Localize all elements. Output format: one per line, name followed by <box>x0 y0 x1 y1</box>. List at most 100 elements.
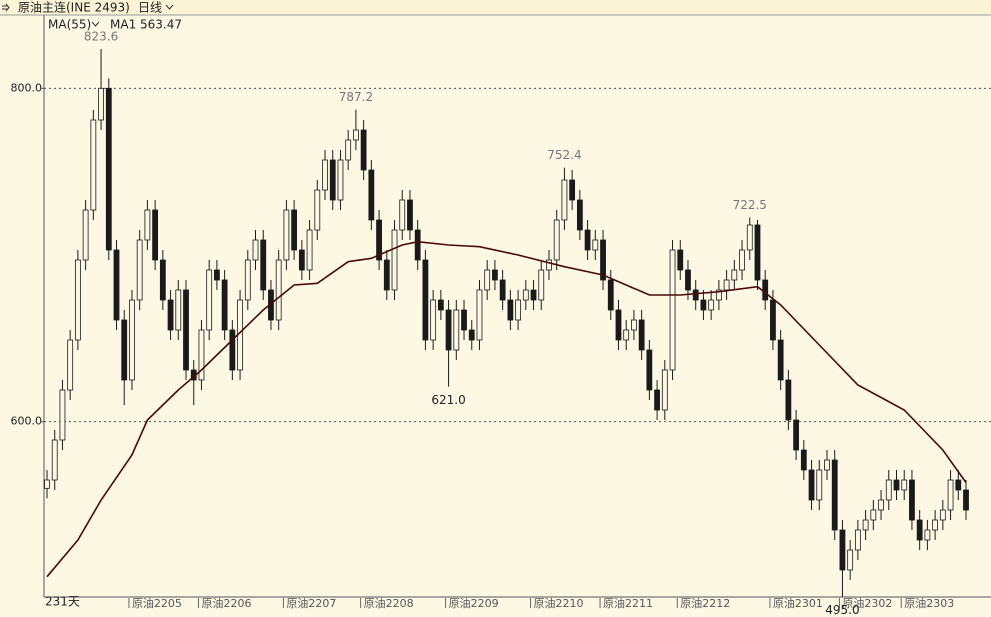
candle-body <box>592 239 599 251</box>
candle-body <box>484 269 491 291</box>
annotation: 752.4 <box>547 148 581 162</box>
candle-body <box>576 199 583 231</box>
candle-body <box>291 209 298 251</box>
candle-body <box>839 529 846 571</box>
candle-body <box>407 199 413 231</box>
candle-body <box>492 269 498 281</box>
annotation: 823.6 <box>84 30 118 44</box>
candle-body <box>615 309 622 341</box>
candle-body <box>221 279 228 331</box>
candle-body <box>283 209 290 261</box>
annotation: 495.0 <box>825 603 859 617</box>
candle-body <box>638 319 645 351</box>
y-tick-label: 800.0 <box>11 81 43 94</box>
candle-body <box>391 229 398 291</box>
candle-body <box>878 499 884 511</box>
candle-body <box>739 249 745 271</box>
candle-body <box>515 299 521 321</box>
candle-body <box>847 549 854 571</box>
candle-body <box>932 519 939 531</box>
candle-body <box>862 519 869 531</box>
candle-body <box>422 259 429 341</box>
candle-body <box>430 299 437 341</box>
candle-body <box>777 339 784 381</box>
indicator[interactable]: MA(55) <box>48 18 91 32</box>
candle-body <box>275 259 282 321</box>
candle-body <box>607 279 614 311</box>
candle-body <box>677 249 684 271</box>
x-tick-label: 原油2205 <box>132 596 182 610</box>
candle-body <box>376 219 382 261</box>
candle-body <box>746 224 753 251</box>
period-dropdown[interactable] <box>165 4 174 10</box>
x-tick-label: 原油2302 <box>842 596 892 610</box>
candle-body <box>963 489 969 511</box>
candle-body <box>507 299 514 321</box>
candle-body <box>530 289 537 301</box>
x-tick-label: 原油2210 <box>534 596 584 610</box>
candle-body <box>538 269 545 301</box>
candle-body <box>723 279 730 291</box>
annotation: 722.5 <box>733 198 767 212</box>
candle-body <box>700 299 707 311</box>
ma-value: 563.47 <box>140 18 182 32</box>
candle-body <box>260 239 267 291</box>
candle-body <box>159 259 166 301</box>
candle-body <box>453 309 460 351</box>
candle-body <box>955 479 962 491</box>
candle-body <box>708 299 715 311</box>
candle-body <box>499 279 506 301</box>
candle-body <box>67 339 74 391</box>
candle-body <box>800 449 807 471</box>
candle-body <box>175 289 182 331</box>
candle-body <box>252 239 259 261</box>
indicator-dropdown[interactable] <box>91 21 100 27</box>
candle-body <box>793 419 800 451</box>
symbol[interactable]: 原油主连(INE 2493) <box>18 0 130 15</box>
candle-body <box>762 279 769 301</box>
period[interactable]: 日线 <box>138 1 162 15</box>
candle-body <box>885 479 892 501</box>
days-label: 231天 <box>45 595 80 609</box>
candle-body <box>461 309 467 331</box>
candle-body <box>731 269 738 281</box>
menu-icon[interactable] <box>2 3 10 12</box>
candle-body <box>947 479 954 511</box>
ma-line <box>46 240 967 578</box>
x-tick-label: 原油2208 <box>364 596 414 610</box>
candle-body <box>646 349 653 391</box>
candle-body <box>468 329 475 341</box>
candle-body <box>546 259 552 271</box>
candle-body <box>824 459 830 471</box>
candle-body <box>306 229 313 271</box>
candle-body <box>167 299 174 331</box>
candle-body <box>229 329 236 371</box>
candle-body <box>82 209 89 261</box>
candle-body <box>113 249 120 321</box>
candle-body <box>770 299 776 341</box>
candle-body <box>129 299 135 381</box>
candle-body <box>383 259 390 291</box>
candle-body <box>90 119 97 211</box>
candle-body <box>353 129 359 141</box>
candle-body <box>206 269 213 331</box>
candle-body <box>854 529 861 551</box>
candle-body <box>654 389 660 411</box>
candle-body <box>661 369 668 411</box>
annotation: 787.2 <box>339 90 373 104</box>
candle-body <box>754 224 761 281</box>
candle-body <box>414 229 421 261</box>
candle-body <box>870 509 877 521</box>
candle-body <box>198 329 205 381</box>
candle-body <box>213 269 220 281</box>
candle-body <box>44 479 50 489</box>
candle-body <box>445 309 452 351</box>
candle-body <box>909 479 915 521</box>
candle-body <box>399 199 406 231</box>
candle-body <box>808 469 815 501</box>
candle-body <box>322 159 328 191</box>
candle-body <box>105 87 112 251</box>
header-bar <box>0 0 991 15</box>
candle-body <box>144 209 151 241</box>
